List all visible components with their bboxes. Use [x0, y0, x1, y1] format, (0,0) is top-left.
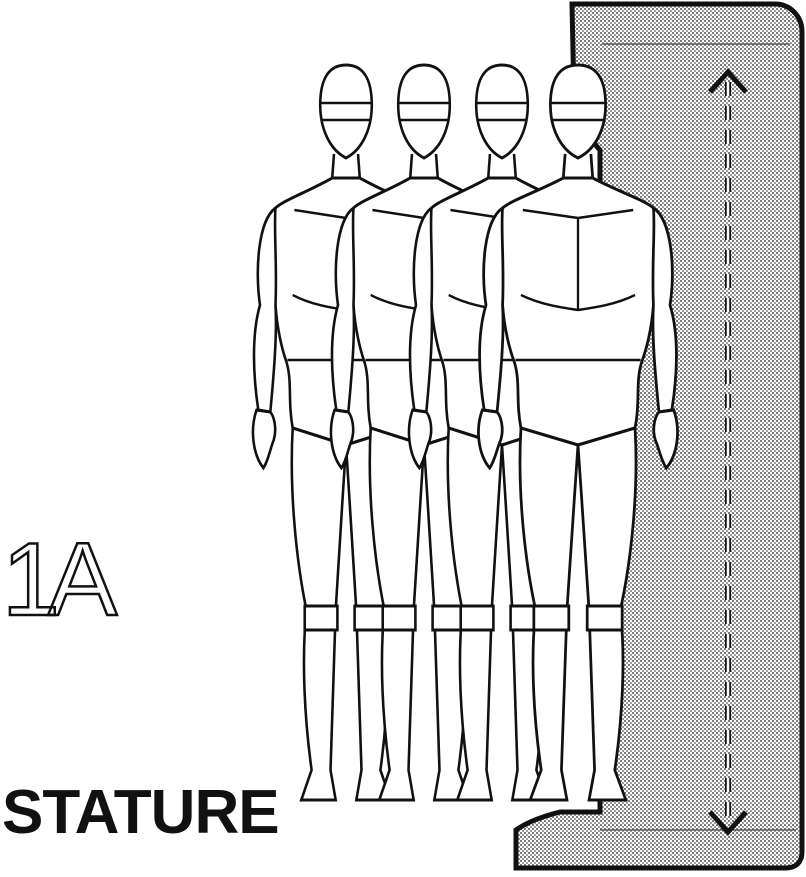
stature-measure-arrow [708, 68, 748, 836]
measurement-title: STATURE [2, 778, 280, 847]
figure-label: 1A [1, 522, 119, 638]
